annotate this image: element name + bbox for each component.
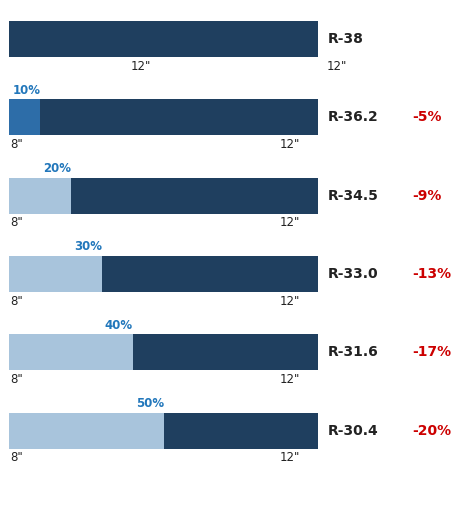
- Text: 8": 8": [10, 138, 23, 151]
- Text: 12": 12": [280, 295, 300, 308]
- Text: 12": 12": [327, 60, 347, 73]
- Text: R-38: R-38: [328, 32, 364, 46]
- Text: -9%: -9%: [412, 189, 441, 203]
- Text: 30%: 30%: [74, 240, 102, 253]
- Text: R-31.6: R-31.6: [328, 345, 378, 359]
- Text: 8": 8": [10, 216, 23, 230]
- Text: 8": 8": [10, 373, 23, 386]
- Text: R-36.2: R-36.2: [328, 111, 378, 124]
- Text: -17%: -17%: [412, 345, 451, 359]
- Text: 50%: 50%: [136, 397, 164, 410]
- Text: 12": 12": [280, 138, 300, 151]
- Text: R-33.0: R-33.0: [328, 267, 378, 281]
- Text: R-30.4: R-30.4: [328, 424, 378, 437]
- Text: 8": 8": [10, 451, 23, 464]
- Text: 10%: 10%: [12, 84, 40, 97]
- Text: 12": 12": [280, 373, 300, 386]
- Text: -5%: -5%: [412, 111, 441, 124]
- Text: -13%: -13%: [412, 267, 451, 281]
- Text: 20%: 20%: [43, 162, 71, 175]
- Text: 12": 12": [280, 216, 300, 230]
- Text: -20%: -20%: [412, 424, 451, 437]
- Text: 8": 8": [10, 295, 23, 308]
- Text: 12": 12": [130, 60, 151, 73]
- Text: 40%: 40%: [105, 318, 133, 332]
- Text: R-34.5: R-34.5: [328, 189, 379, 203]
- Text: 12": 12": [280, 451, 300, 464]
